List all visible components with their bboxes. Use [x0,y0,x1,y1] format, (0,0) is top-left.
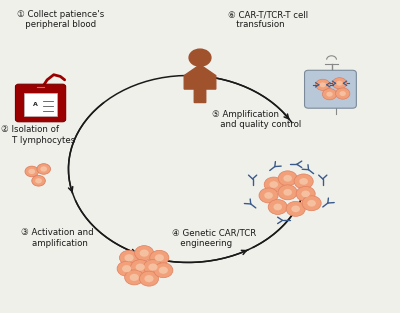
FancyBboxPatch shape [304,70,356,108]
Circle shape [336,88,350,99]
Circle shape [140,271,158,286]
Circle shape [150,250,169,265]
Text: ① Collect patience's
   peripheral blood: ① Collect patience's peripheral blood [17,10,104,29]
Text: A: A [33,102,38,107]
Circle shape [155,254,164,261]
Circle shape [28,169,35,174]
Text: ⑤ Amplification
   and quality control: ⑤ Amplification and quality control [212,110,301,129]
Circle shape [301,191,310,197]
Circle shape [135,246,154,261]
Text: ③ Activation and
    amplification: ③ Activation and amplification [21,228,93,248]
Circle shape [307,200,316,207]
Circle shape [278,171,297,186]
FancyBboxPatch shape [24,93,57,116]
Circle shape [302,196,321,211]
Circle shape [278,185,297,200]
Circle shape [336,81,343,86]
Circle shape [143,260,162,275]
Circle shape [326,92,333,97]
Circle shape [268,199,287,214]
Circle shape [37,164,50,174]
Circle shape [136,264,145,271]
Circle shape [283,175,292,182]
Circle shape [124,254,134,261]
FancyBboxPatch shape [16,84,66,122]
Circle shape [32,176,45,186]
Circle shape [332,78,347,89]
Circle shape [283,189,292,196]
Circle shape [130,274,139,281]
Circle shape [274,204,282,210]
Circle shape [270,181,278,188]
Circle shape [316,79,330,90]
Text: ② Isolation of
    T lymphocytes: ② Isolation of T lymphocytes [1,125,75,145]
Circle shape [122,265,131,272]
Circle shape [131,260,150,275]
Circle shape [154,263,173,278]
Circle shape [25,166,38,177]
Circle shape [148,264,158,271]
Polygon shape [184,65,216,103]
Circle shape [189,49,211,66]
Circle shape [340,91,346,96]
Circle shape [35,178,42,183]
Circle shape [144,275,154,282]
Circle shape [259,188,278,203]
Circle shape [140,249,149,257]
Text: ④ Genetic CAR/TCR
   engineering: ④ Genetic CAR/TCR engineering [172,228,256,248]
Circle shape [40,166,47,172]
Text: ⑥ CAR-T/TCR-T cell
   transfusion: ⑥ CAR-T/TCR-T cell transfusion [228,10,308,29]
Circle shape [264,177,283,192]
Circle shape [120,250,139,265]
Circle shape [296,187,315,201]
Circle shape [117,261,136,276]
Circle shape [320,82,326,87]
Circle shape [322,89,337,100]
Circle shape [294,174,313,189]
Circle shape [159,267,168,274]
Circle shape [299,178,308,185]
Circle shape [264,192,273,199]
Circle shape [125,270,144,285]
Circle shape [291,206,300,212]
Circle shape [286,201,305,216]
